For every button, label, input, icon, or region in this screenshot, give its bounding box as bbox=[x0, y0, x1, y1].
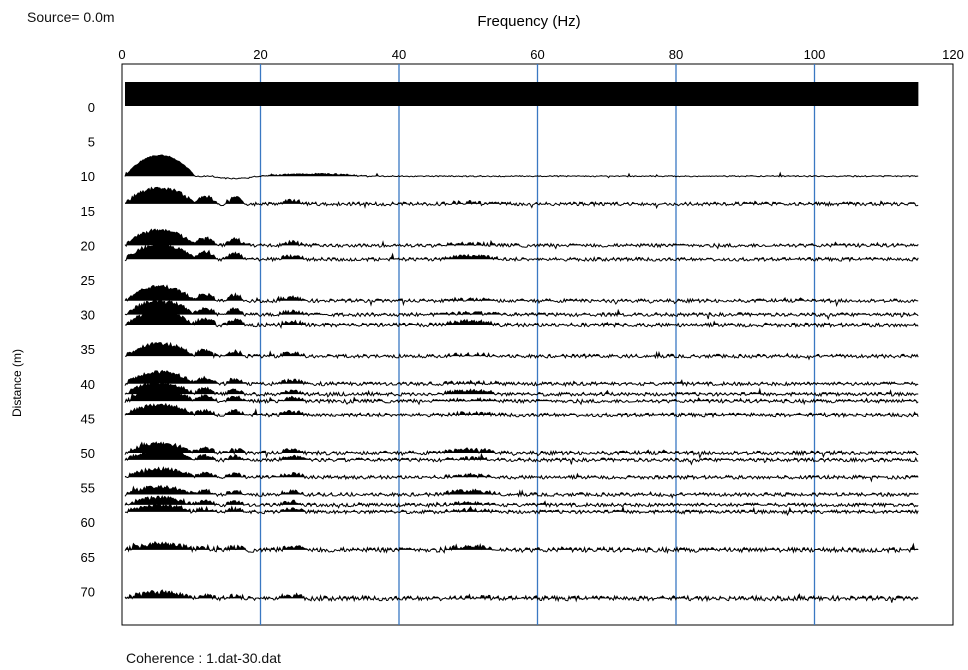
y-tick-label: 50 bbox=[81, 446, 95, 461]
y-tick-label: 45 bbox=[81, 411, 95, 426]
trace-71m bbox=[124, 589, 919, 603]
trace-44.5m bbox=[124, 402, 919, 419]
x-tick-labels: 0 20 40 60 80 100 120 bbox=[118, 47, 963, 62]
trace-fill-20m bbox=[125, 229, 919, 246]
y-tick-label: 70 bbox=[81, 584, 95, 599]
trace-fill-14m bbox=[125, 187, 919, 204]
coherence-traces bbox=[124, 154, 919, 603]
y-tick-label: 5 bbox=[88, 135, 95, 150]
x-tick-label: 0 bbox=[118, 47, 125, 62]
trace-30m bbox=[124, 299, 919, 321]
trace-fill-36m bbox=[125, 342, 919, 357]
trace-fill-51m bbox=[125, 449, 919, 460]
trace-41.5m bbox=[124, 380, 919, 398]
y-tick-label: 20 bbox=[81, 238, 95, 253]
x-tick-label: 40 bbox=[392, 47, 406, 62]
x-tick-label: 80 bbox=[669, 47, 683, 62]
trace-fill-22m bbox=[125, 243, 919, 260]
y-tick-label: 60 bbox=[81, 515, 95, 530]
y-tick-label: 25 bbox=[81, 273, 95, 288]
x-tick-label: 120 bbox=[942, 47, 964, 62]
trace-fill-30m bbox=[125, 299, 919, 315]
trace-fill-64m bbox=[125, 541, 919, 550]
trace-58.5m bbox=[124, 503, 919, 517]
trace-57.5m bbox=[124, 495, 919, 509]
trace-fill-71m bbox=[125, 590, 919, 599]
trace-36m bbox=[125, 341, 919, 361]
source-label: Source= 0.0m bbox=[27, 9, 115, 25]
trace-40m bbox=[124, 369, 919, 388]
x-axis-label: Frequency (Hz) bbox=[477, 13, 580, 30]
trace-fill-28m bbox=[125, 285, 919, 301]
x-tick-label: 100 bbox=[804, 47, 826, 62]
y-tick-label: 10 bbox=[81, 169, 95, 184]
y-tick-label: 35 bbox=[81, 342, 95, 357]
trace-20m bbox=[124, 228, 919, 250]
x-tick-label: 60 bbox=[530, 47, 544, 62]
trace-53.5m bbox=[124, 466, 919, 483]
y-tick-label: 40 bbox=[81, 377, 95, 392]
trace-64m bbox=[124, 541, 919, 555]
y-tick-label: 65 bbox=[81, 550, 95, 565]
x-tick-label: 20 bbox=[253, 47, 267, 62]
trace-fill-40m bbox=[125, 370, 919, 384]
reference-trace-band bbox=[125, 82, 919, 106]
y-tick-label: 15 bbox=[81, 204, 95, 219]
trace-50m bbox=[124, 441, 919, 460]
trace-fill-10m bbox=[125, 155, 919, 177]
trace-fill-44.5m bbox=[125, 403, 919, 415]
y-axis-label: Distance (m) bbox=[10, 349, 24, 417]
trace-10m bbox=[124, 154, 919, 180]
trace-22m bbox=[124, 241, 919, 263]
trace-28m bbox=[124, 284, 919, 308]
frequency-grid bbox=[259, 64, 816, 625]
trace-56m bbox=[124, 484, 919, 499]
trace-31.5m bbox=[124, 309, 919, 330]
trace-51m bbox=[124, 449, 919, 466]
trace-42.5m bbox=[124, 388, 919, 406]
trace-fill-57.5m bbox=[125, 496, 919, 505]
y-tick-label: 0 bbox=[88, 100, 95, 115]
y-tick-label: 30 bbox=[81, 308, 95, 323]
coherence-label: Coherence : 1.dat-30.dat bbox=[126, 650, 281, 666]
y-tick-label: 55 bbox=[81, 481, 95, 496]
y-tick-labels: 0 5 10 15 20 25 30 35 40 45 50 55 60 65 70 bbox=[81, 100, 95, 599]
trace-fill-31.5m bbox=[125, 310, 919, 325]
trace-14m bbox=[124, 186, 919, 210]
trace-fill-41.5m bbox=[125, 381, 919, 395]
